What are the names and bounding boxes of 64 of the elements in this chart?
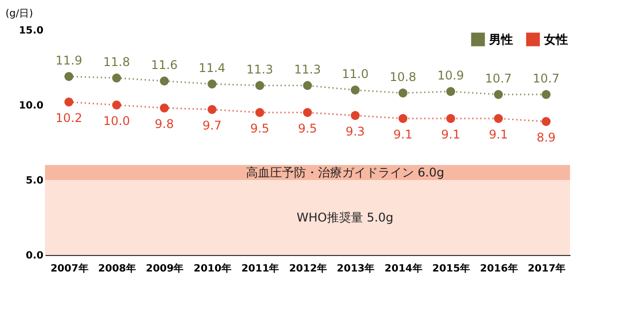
data-label: 10.8 bbox=[390, 70, 416, 84]
x-tick-label: 2016年 bbox=[480, 262, 518, 274]
point bbox=[350, 111, 360, 120]
data-label: 9.7 bbox=[202, 118, 222, 132]
x-tick-label: 2010年 bbox=[194, 262, 232, 274]
data-label: 9.8 bbox=[154, 117, 174, 131]
point bbox=[350, 86, 360, 94]
data-label: 11.4 bbox=[198, 61, 226, 75]
point bbox=[446, 114, 456, 123]
x-tick-label: 2008年 bbox=[98, 262, 136, 274]
x-tick-label: 2011年 bbox=[241, 262, 280, 274]
point bbox=[64, 98, 74, 106]
data-label: 10.7 bbox=[532, 72, 560, 86]
legend-label: 女性 bbox=[543, 32, 568, 46]
data-label: 11.3 bbox=[294, 62, 321, 76]
data-label: 9.1 bbox=[441, 128, 460, 142]
point bbox=[208, 80, 217, 88]
point bbox=[208, 105, 217, 114]
y-tick-label: 5.0 bbox=[26, 176, 44, 186]
data-label: 11.9 bbox=[56, 54, 82, 68]
data-label: 10.0 bbox=[103, 114, 130, 128]
point bbox=[303, 81, 312, 90]
x-tick-label: 2007年 bbox=[50, 262, 88, 274]
band-label: 高血圧予防・治療ガイドライン 6.0g bbox=[246, 166, 444, 180]
point bbox=[160, 104, 169, 112]
point bbox=[64, 72, 74, 81]
point bbox=[255, 108, 264, 117]
point bbox=[303, 108, 312, 117]
point bbox=[255, 81, 264, 90]
data-label: 11.8 bbox=[103, 55, 130, 69]
point bbox=[112, 74, 122, 82]
point bbox=[542, 90, 551, 99]
y-tick-label: 10.0 bbox=[18, 100, 44, 112]
data-label: 10.9 bbox=[437, 68, 464, 82]
x-tick-label: 2015年 bbox=[432, 262, 470, 274]
data-label: 11.0 bbox=[342, 67, 369, 81]
point bbox=[446, 87, 456, 96]
data-label: 8.9 bbox=[536, 130, 556, 144]
point bbox=[160, 76, 169, 86]
point bbox=[494, 114, 503, 123]
x-tick-label: 2009年 bbox=[146, 262, 184, 274]
point bbox=[112, 100, 122, 110]
legend-label: 男性 bbox=[488, 32, 513, 46]
x-tick-label: 2013年 bbox=[336, 262, 375, 274]
point bbox=[494, 90, 503, 99]
data-label: 11.3 bbox=[246, 62, 274, 76]
y-tick-label: 15.0 bbox=[18, 26, 44, 36]
data-label: 9.1 bbox=[393, 128, 412, 142]
x-tick-label: 2012年 bbox=[289, 262, 327, 274]
data-label: 9.5 bbox=[250, 122, 270, 136]
data-label: 9.3 bbox=[346, 124, 365, 138]
point bbox=[542, 117, 551, 126]
point bbox=[398, 88, 408, 98]
data-label: 11.6 bbox=[150, 58, 178, 72]
x-tick-label: 2017年 bbox=[528, 262, 566, 274]
x-tick-label: 2014年 bbox=[384, 262, 422, 274]
y-tick-label: 0.0 bbox=[26, 250, 44, 262]
y-axis-title: (g/日) bbox=[6, 8, 34, 20]
band-label: WHO推奨量 5.0g bbox=[296, 210, 394, 224]
data-label: 10.7 bbox=[485, 72, 512, 86]
data-label: 10.2 bbox=[56, 111, 82, 125]
data-label: 9.5 bbox=[298, 122, 318, 136]
data-label: 9.1 bbox=[488, 128, 508, 142]
point bbox=[398, 114, 408, 123]
